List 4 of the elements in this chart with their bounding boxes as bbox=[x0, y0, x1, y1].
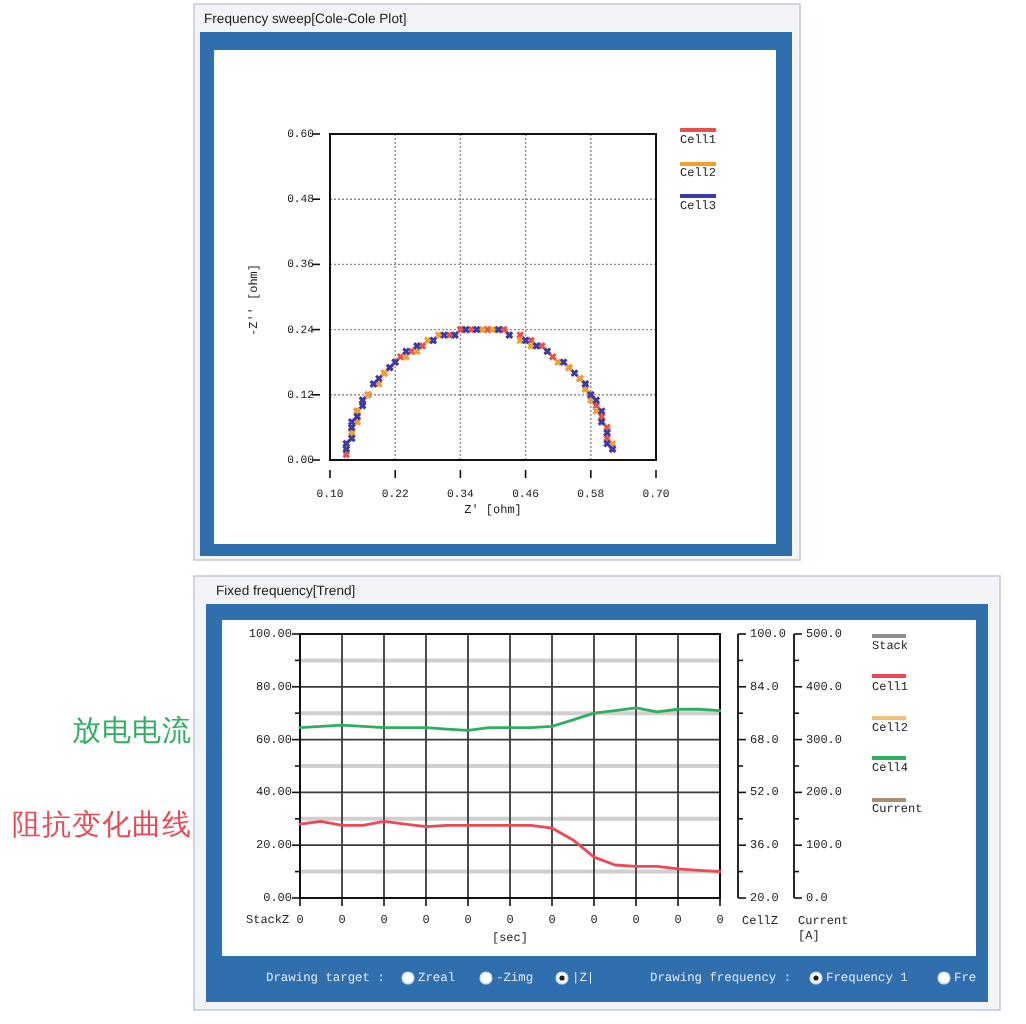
line-series bbox=[298, 706, 722, 732]
text: 阻抗变化曲线 bbox=[12, 808, 192, 842]
line-series bbox=[298, 820, 722, 873]
text: 放电电流 bbox=[72, 714, 192, 748]
